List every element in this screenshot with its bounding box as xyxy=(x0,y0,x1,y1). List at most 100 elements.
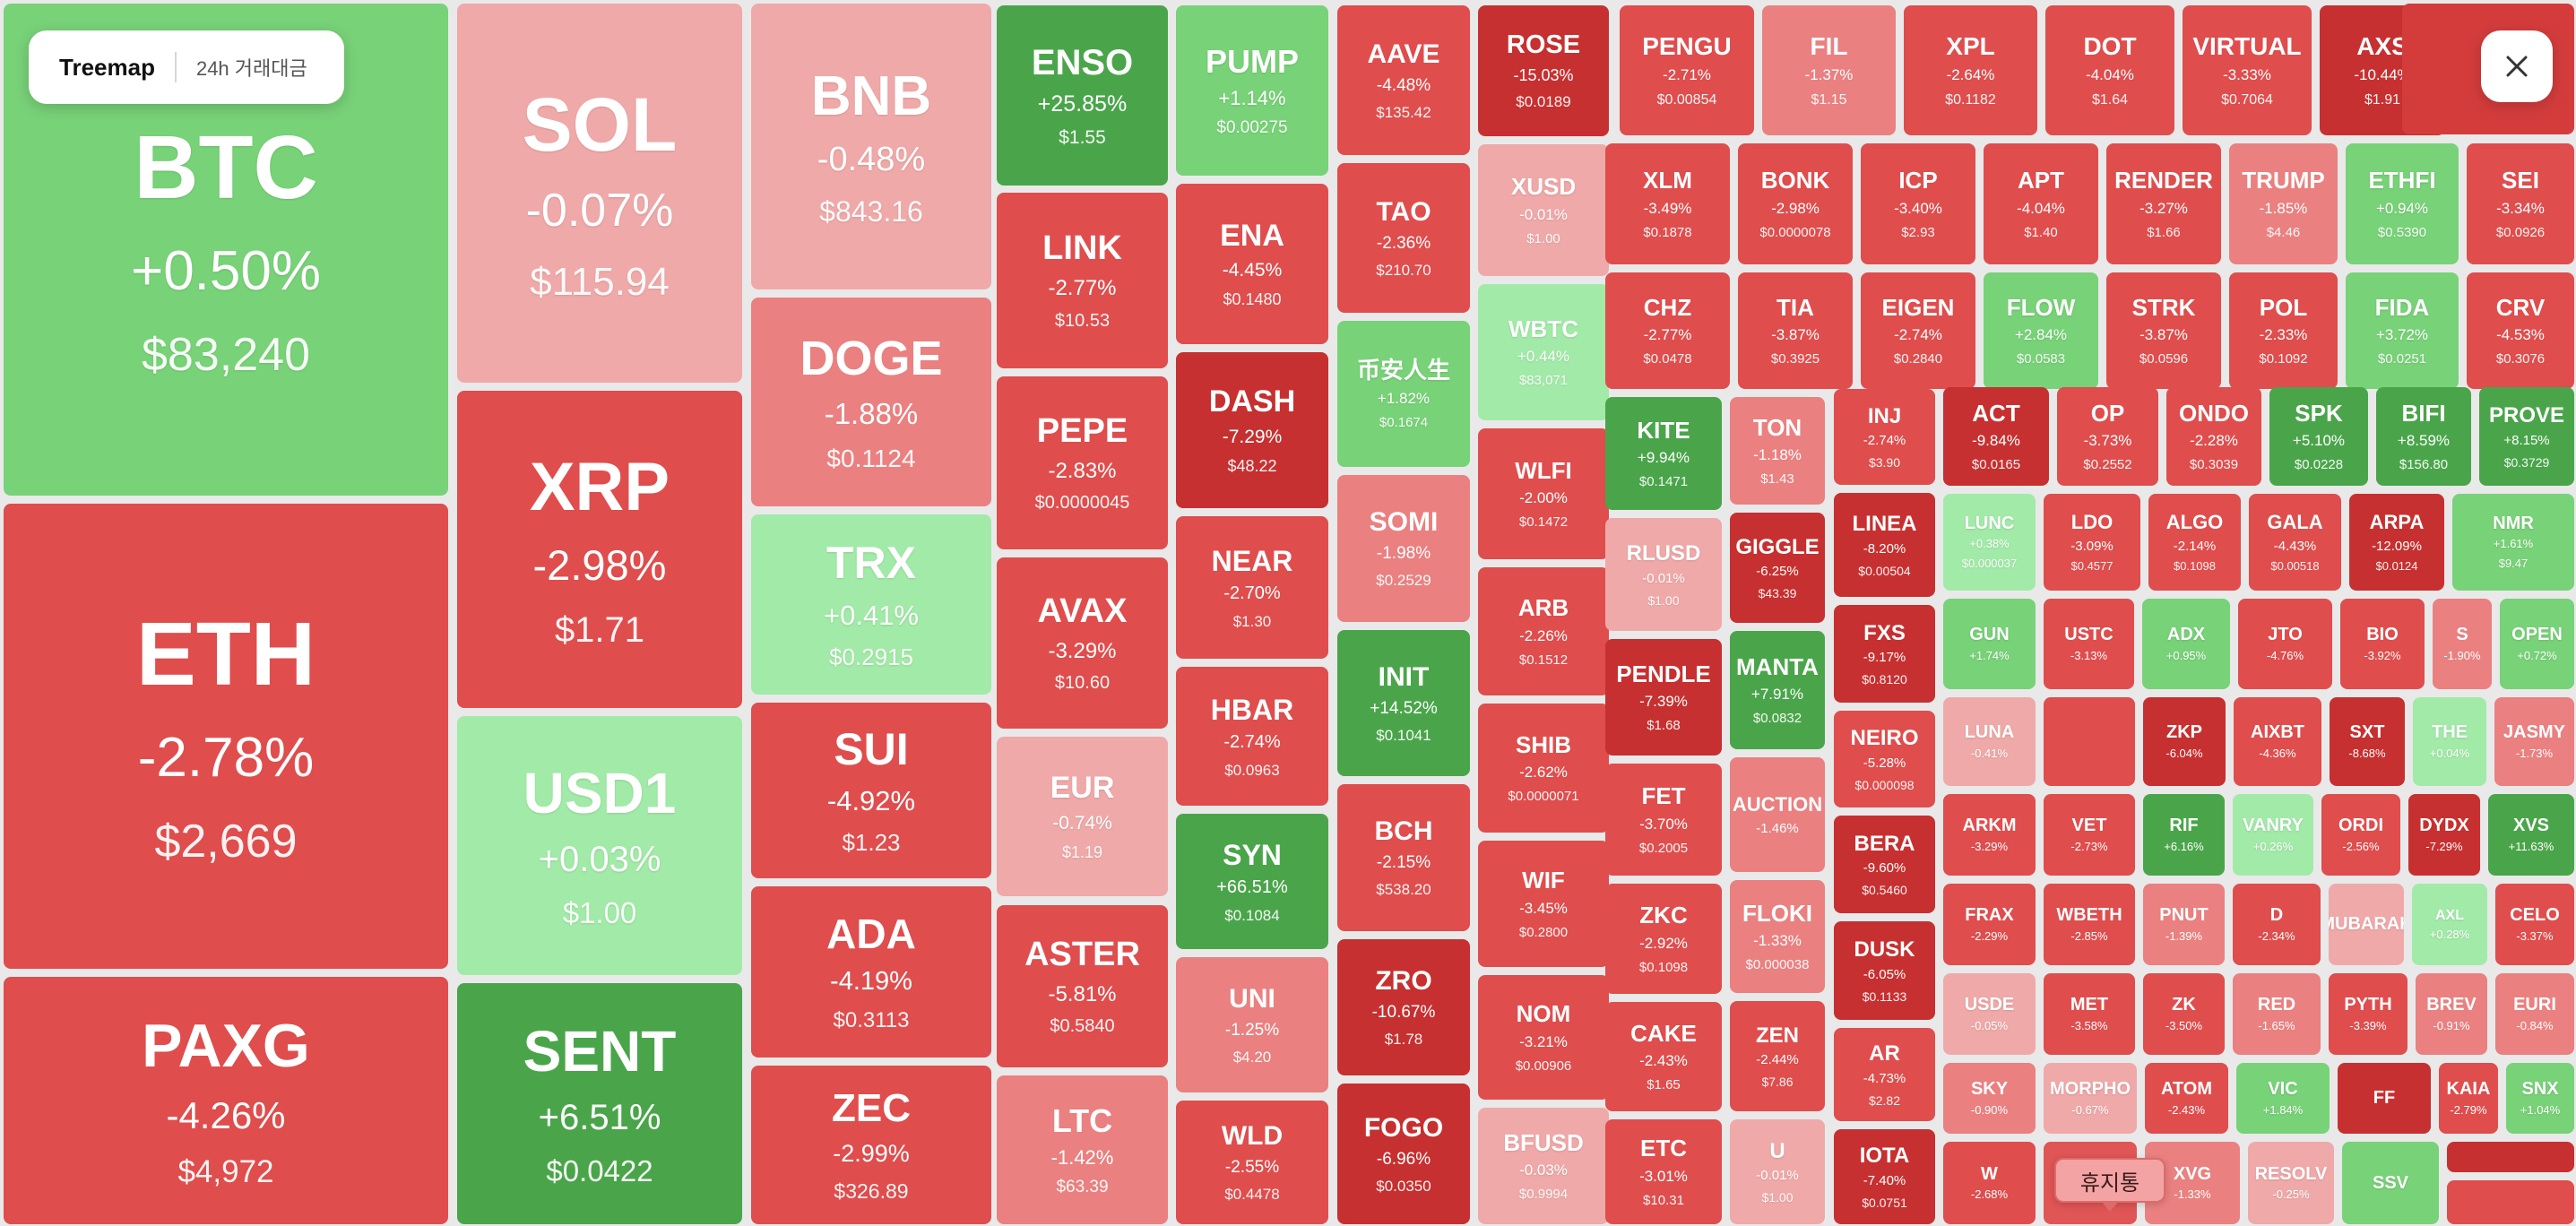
coin-tile-virtual[interactable]: VIRTUAL -3.33% $0.7064 xyxy=(2183,5,2312,135)
coin-tile-zec[interactable]: ZEC -2.99% $326.89 xyxy=(751,1066,991,1224)
coin-tile-vanry[interactable]: VANRY +0.26% xyxy=(2233,794,2313,876)
coin-tile-sei[interactable]: SEI -3.34% $0.0926 xyxy=(2467,143,2574,264)
coin-tile[interactable] xyxy=(2447,1180,2574,1224)
coin-tile-resolv[interactable]: RESOLV -0.25% xyxy=(2248,1142,2334,1224)
coin-tile-wld[interactable]: WLD -2.55% $0.4478 xyxy=(1176,1101,1328,1224)
coin-tile-giggle[interactable]: GIGGLE -6.25% $43.39 xyxy=(1730,513,1825,623)
coin-tile-ldo[interactable]: LDO -3.09% $0.4577 xyxy=(2044,494,2140,591)
coin-tile-algo[interactable]: ALGO -2.14% $0.1098 xyxy=(2148,494,2241,591)
coin-tile-apt[interactable]: APT -4.04% $1.40 xyxy=(1984,143,2098,264)
coin-tile-ssv[interactable]: SSV xyxy=(2342,1142,2439,1224)
coin-tile-arb[interactable]: ARB -2.26% $0.1512 xyxy=(1478,567,1609,695)
coin-tile-eigen[interactable]: EIGEN -2.74% $0.2840 xyxy=(1861,272,1975,389)
close-button[interactable] xyxy=(2481,30,2553,102)
coin-tile-cake[interactable]: CAKE -2.43% $1.65 xyxy=(1605,1002,1722,1111)
coin-tile-dydx[interactable]: DYDX -7.29% xyxy=(2408,794,2480,876)
coin-tile-kite[interactable]: KITE +9.94% $0.1471 xyxy=(1605,397,1722,510)
coin-tile[interactable] xyxy=(2447,1142,2574,1172)
coin-tile-币安人生[interactable]: 币安人生 +1.82% $0.1674 xyxy=(1337,321,1470,467)
coin-tile-zk[interactable]: ZK -3.50% xyxy=(2143,973,2225,1055)
coin-tile-rlusd[interactable]: RLUSD -0.01% $1.00 xyxy=(1605,518,1722,631)
coin-tile-red[interactable]: RED -1.65% xyxy=(2233,973,2321,1055)
coin-tile-brev[interactable]: BREV -0.91% xyxy=(2416,973,2487,1055)
coin-tile-enso[interactable]: ENSO +25.85% $1.55 xyxy=(997,5,1168,186)
coin-tile-arpa[interactable]: ARPA -12.09% $0.0124 xyxy=(2349,494,2444,591)
coin-tile-atom[interactable]: ATOM -2.43% xyxy=(2145,1063,2228,1134)
coin-tile-floki[interactable]: FLOKI -1.33% $0.000038 xyxy=(1730,880,1825,993)
coin-tile-auction[interactable]: AUCTION -1.46% xyxy=(1730,757,1825,872)
coin-tile-pyth[interactable]: PYTH -3.39% xyxy=(2329,973,2407,1055)
coin-tile-fogo[interactable]: FOGO -6.96% $0.0350 xyxy=(1337,1084,1470,1224)
coin-tile-ondo[interactable]: ONDO -2.28% $0.3039 xyxy=(2166,387,2261,486)
coin-tile-dot[interactable]: DOT -4.04% $1.64 xyxy=(2045,5,2174,135)
coin-tile-bifi[interactable]: BIFI +8.59% $156.80 xyxy=(2376,387,2471,486)
coin-tile-gun[interactable]: GUN +1.74% xyxy=(1943,599,2036,689)
coin-tile-wif[interactable]: WIF -3.45% $0.2800 xyxy=(1478,841,1609,967)
coin-tile-snx[interactable]: SNX +1.04% xyxy=(2506,1063,2574,1134)
coin-tile-usde[interactable]: USDE -0.05% xyxy=(1943,973,2036,1055)
coin-tile-inj[interactable]: INJ -2.74% $3.90 xyxy=(1834,389,1935,485)
coin-tile-syn[interactable]: SYN +66.51% $0.1084 xyxy=(1176,814,1328,949)
coin-tile-euri[interactable]: EURI -0.84% xyxy=(2495,973,2574,1055)
coin-tile-spk[interactable]: SPK +5.10% $0.0228 xyxy=(2269,387,2368,486)
coin-tile-icp[interactable]: ICP -3.40% $2.93 xyxy=(1861,143,1975,264)
coin-tile-sky[interactable]: SKY -0.90% xyxy=(1943,1063,2036,1134)
coin-tile-act[interactable]: ACT -9.84% $0.0165 xyxy=(1943,387,2049,486)
coin-tile-iota[interactable]: IOTA -7.40% $0.0751 xyxy=(1834,1129,1935,1224)
coin-tile-wbtc[interactable]: WBTC +0.44% $83,071 xyxy=(1478,284,1609,420)
coin-tile-xrp[interactable]: XRP -2.98% $1.71 xyxy=(457,391,742,708)
coin-tile-doge[interactable]: DOGE -1.88% $0.1124 xyxy=(751,298,991,506)
coin-tile-dash[interactable]: DASH -7.29% $48.22 xyxy=(1176,352,1328,508)
coin-tile-flow[interactable]: FLOW +2.84% $0.0583 xyxy=(1984,272,2098,389)
coin-tile-xpl[interactable]: XPL -2.64% $0.1182 xyxy=(1904,5,2037,135)
coin-tile-gala[interactable]: GALA -4.43% $0.00518 xyxy=(2249,494,2341,591)
coin-tile-s[interactable]: S -1.90% xyxy=(2433,599,2492,689)
view-selector[interactable]: Treemap 24h 거래대금 xyxy=(29,30,344,104)
coin-tile-ar[interactable]: AR -4.73% $2.82 xyxy=(1834,1028,1935,1121)
coin-tile-bera[interactable]: BERA -9.60% $0.5460 xyxy=(1834,816,1935,913)
coin-tile-adx[interactable]: ADX +0.95% xyxy=(2142,599,2230,689)
coin-tile-frax[interactable]: FRAX -2.29% xyxy=(1943,884,2036,965)
coin-tile-bonk[interactable]: BONK -2.98% $0.0000078 xyxy=(1738,143,1853,264)
coin-tile-shib[interactable]: SHIB -2.62% $0.0000071 xyxy=(1478,704,1609,833)
coin-tile-etc[interactable]: ETC -3.01% $10.31 xyxy=(1605,1119,1722,1224)
coin-tile-link[interactable]: LINK -2.77% $10.53 xyxy=(997,193,1168,368)
coin-tile-usd1[interactable]: USD1 +0.03% $1.00 xyxy=(457,716,742,975)
coin-tile-dusk[interactable]: DUSK -6.05% $0.1133 xyxy=(1834,921,1935,1020)
coin-tile-wlfi[interactable]: WLFI -2.00% $0.1472 xyxy=(1478,428,1609,559)
coin-tile-xusd[interactable]: XUSD -0.01% $1.00 xyxy=(1478,144,1609,276)
coin-tile-zro[interactable]: ZRO -10.67% $1.78 xyxy=(1337,939,1470,1075)
coin-tile-tia[interactable]: TIA -3.87% $0.3925 xyxy=(1738,272,1853,389)
coin-tile-somi[interactable]: SOMI -1.98% $0.2529 xyxy=(1337,475,1470,622)
coin-tile-lunc[interactable]: LUNC +0.38% $0.000037 xyxy=(1943,494,2036,591)
coin-tile-crv[interactable]: CRV -4.53% $0.3076 xyxy=(2467,272,2574,389)
coin-tile-pengu[interactable]: PENGU -2.71% $0.00854 xyxy=(1620,5,1754,135)
coin-tile-jto[interactable]: JTO -4.76% xyxy=(2238,599,2332,689)
coin-tile-sol[interactable]: SOL -0.07% $115.94 xyxy=(457,4,742,383)
coin-tile-w[interactable]: W -2.68% xyxy=(1943,1142,2036,1224)
coin-tile-jasmy[interactable]: JASMY -1.73% xyxy=(2494,697,2574,786)
coin-tile-fida[interactable]: FIDA +3.72% $0.0251 xyxy=(2346,272,2459,389)
coin-tile[interactable] xyxy=(2044,697,2135,786)
coin-tile-bfusd[interactable]: BFUSD -0.03% $0.9994 xyxy=(1478,1108,1609,1224)
coin-tile-tao[interactable]: TAO -2.36% $210.70 xyxy=(1337,163,1470,313)
coin-tile-the[interactable]: THE +0.04% xyxy=(2413,697,2486,786)
coin-tile-sui[interactable]: SUI -4.92% $1.23 xyxy=(751,703,991,878)
coin-tile-d[interactable]: D -2.34% xyxy=(2233,884,2321,965)
coin-tile-pnut[interactable]: PNUT -1.39% xyxy=(2143,884,2225,965)
coin-tile-render[interactable]: RENDER -3.27% $1.66 xyxy=(2106,143,2221,264)
coin-tile-trump[interactable]: TRUMP -1.85% $4.46 xyxy=(2229,143,2338,264)
coin-tile-linea[interactable]: LINEA -8.20% $0.00504 xyxy=(1834,493,1935,597)
coin-tile-xlm[interactable]: XLM -3.49% $0.1878 xyxy=(1605,143,1730,264)
coin-tile-ethfi[interactable]: ETHFI +0.94% $0.5390 xyxy=(2346,143,2459,264)
coin-tile-ton[interactable]: TON -1.18% $1.43 xyxy=(1730,397,1825,505)
coin-tile-nmr[interactable]: NMR +1.61% $9.47 xyxy=(2452,494,2574,591)
coin-tile-mubarak[interactable]: MUBARAK xyxy=(2329,884,2404,965)
coin-tile-eur[interactable]: EUR -0.74% $1.19 xyxy=(997,737,1168,896)
coin-tile-met[interactable]: MET -3.58% xyxy=(2044,973,2135,1055)
trash-tooltip[interactable]: 휴지통 xyxy=(2054,1158,2165,1212)
coin-tile-sxt[interactable]: SXT -8.68% xyxy=(2330,697,2405,786)
coin-tile-init[interactable]: INIT +14.52% $0.1041 xyxy=(1337,630,1470,776)
coin-tile-fxs[interactable]: FXS -9.17% $0.8120 xyxy=(1834,605,1935,703)
metric-label[interactable]: 24h 거래대금 xyxy=(195,57,307,80)
